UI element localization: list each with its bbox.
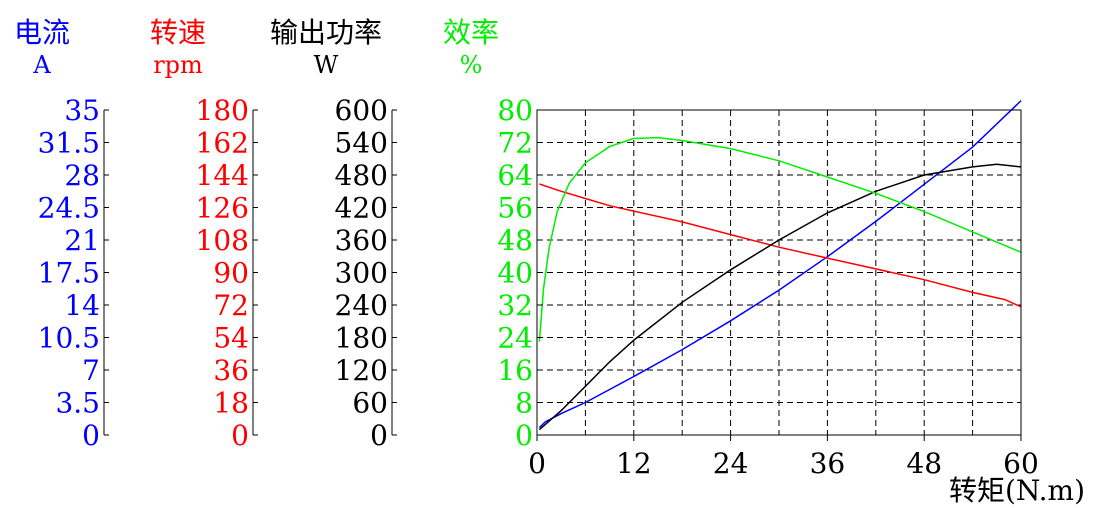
scale-label-power: 240 xyxy=(335,289,388,322)
axis-name-current: 电流 xyxy=(14,16,70,49)
scale-label-power: 300 xyxy=(335,257,388,290)
x-tick-label: 48 xyxy=(906,447,942,480)
x-tick-label: 24 xyxy=(713,447,749,480)
scale-label-speed: 162 xyxy=(196,127,249,160)
scale-label-power: 60 xyxy=(352,387,388,420)
scale-label-power: 360 xyxy=(335,224,388,257)
efficiency-tick-label: 8 xyxy=(515,387,533,420)
efficiency-tick-label: 40 xyxy=(497,257,533,290)
scale-label-current: 35 xyxy=(64,94,100,127)
x-tick-label: 36 xyxy=(810,447,846,480)
scale-label-current: 28 xyxy=(64,159,100,192)
series-line-speed xyxy=(539,183,1022,308)
axis-name-efficiency: 效率 xyxy=(443,16,499,49)
scale-label-current: 31.5 xyxy=(38,127,100,160)
efficiency-tick-label: 72 xyxy=(497,127,533,160)
series-layer xyxy=(538,100,1022,431)
scale-label-power: 600 xyxy=(335,94,388,127)
axis-unit-current: A xyxy=(32,51,51,79)
x-tick-label: 12 xyxy=(616,447,652,480)
efficiency-tick-label: 16 xyxy=(497,354,533,387)
axis-name-speed: 转速 xyxy=(150,16,206,49)
axis-unit-speed: rpm xyxy=(153,51,203,79)
scale-label-current: 14 xyxy=(64,289,100,322)
scale-label-current: 3.5 xyxy=(55,387,100,420)
scale-label-speed: 0 xyxy=(231,419,249,452)
scale-label-speed: 72 xyxy=(213,289,249,322)
grid-lines xyxy=(537,110,1021,435)
axis-unit-power: W xyxy=(314,51,339,79)
scale-label-power: 480 xyxy=(335,159,388,192)
scale-label-current: 24.5 xyxy=(38,192,100,225)
efficiency-tick-label: 0 xyxy=(515,419,533,452)
series-line-efficiency xyxy=(538,136,1022,342)
scale-label-power: 180 xyxy=(335,322,388,355)
x-tick-label: 60 xyxy=(1003,447,1039,480)
scale-label-speed: 36 xyxy=(213,354,249,387)
scale-label-current: 7 xyxy=(82,354,100,387)
x-tick-label: 0 xyxy=(528,447,546,480)
scale-label-speed: 180 xyxy=(196,94,249,127)
scale-label-speed: 144 xyxy=(196,159,249,192)
scale-label-current: 0 xyxy=(82,419,100,452)
efficiency-tick-label: 64 xyxy=(497,159,533,192)
axis-unit-efficiency: % xyxy=(460,51,483,79)
scale-label-speed: 18 xyxy=(213,387,249,420)
scale-label-current: 10.5 xyxy=(38,322,100,355)
efficiency-tick-label: 48 xyxy=(497,224,533,257)
efficiency-tick-label: 24 xyxy=(497,322,533,355)
scale-label-speed: 90 xyxy=(213,257,249,290)
efficiency-tick-label: 56 xyxy=(497,192,533,225)
x-axis-label: 转矩(N.m) xyxy=(949,474,1085,507)
scale-label-speed: 54 xyxy=(213,322,249,355)
series-line-power xyxy=(538,163,1022,431)
left-scales: 03.5710.51417.52124.52831.53501836547290… xyxy=(38,94,397,452)
axis-name-power: 输出功率 xyxy=(270,16,382,49)
scale-label-power: 420 xyxy=(335,192,388,225)
scale-label-speed: 108 xyxy=(196,224,249,257)
scale-label-power: 540 xyxy=(335,127,388,160)
scale-label-power: 120 xyxy=(335,354,388,387)
scale-label-current: 17.5 xyxy=(38,257,100,290)
scale-label-speed: 126 xyxy=(196,192,249,225)
series-line-current xyxy=(538,100,1022,429)
efficiency-tick-label: 80 xyxy=(497,94,533,127)
scale-label-power: 0 xyxy=(370,419,388,452)
efficiency-tick-label: 32 xyxy=(497,289,533,322)
scale-label-current: 21 xyxy=(64,224,100,257)
